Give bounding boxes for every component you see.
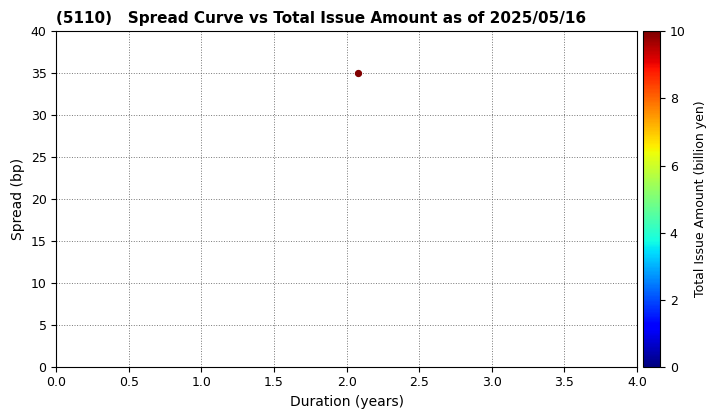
Y-axis label: Spread (bp): Spread (bp) bbox=[11, 158, 25, 240]
Y-axis label: Total Issue Amount (billion yen): Total Issue Amount (billion yen) bbox=[694, 101, 707, 297]
X-axis label: Duration (years): Duration (years) bbox=[289, 395, 404, 409]
Point bbox=[353, 70, 364, 77]
Text: (5110)   Spread Curve vs Total Issue Amount as of 2025/05/16: (5110) Spread Curve vs Total Issue Amoun… bbox=[56, 11, 586, 26]
